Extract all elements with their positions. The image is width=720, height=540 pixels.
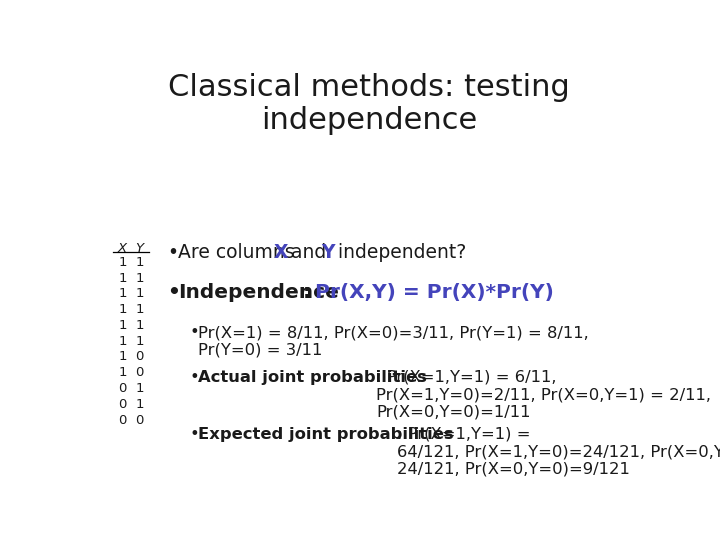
Text: 0: 0 xyxy=(135,350,144,363)
Text: 0: 0 xyxy=(118,414,127,427)
Text: Classical methods: testing
independence: Classical methods: testing independence xyxy=(168,72,570,135)
Text: 1: 1 xyxy=(118,256,127,269)
Text: •: • xyxy=(189,370,199,384)
Text: 0: 0 xyxy=(118,382,127,395)
Text: 1: 1 xyxy=(118,335,127,348)
Text: •: • xyxy=(189,325,199,340)
Text: :: : xyxy=(303,284,318,302)
Text: Actual joint probabilities: Actual joint probabilities xyxy=(199,370,428,384)
Text: 1: 1 xyxy=(135,319,144,332)
Text: •: • xyxy=(168,284,181,302)
Text: 1: 1 xyxy=(118,350,127,363)
Text: •: • xyxy=(168,244,179,262)
Text: 1: 1 xyxy=(135,335,144,348)
Text: •: • xyxy=(189,427,199,442)
Text: X: X xyxy=(274,244,288,262)
Text: Are columns: Are columns xyxy=(179,244,301,262)
Text: Y: Y xyxy=(321,244,335,262)
Text: 1: 1 xyxy=(118,287,127,300)
Text: 1: 1 xyxy=(135,272,144,285)
Text: : Pr(X=1,Y=1) = 6/11,
Pr(X=1,Y=0)=2/11, Pr(X=0,Y=1) = 2/11,
Pr(X=0,Y=0)=1/11: : Pr(X=1,Y=1) = 6/11, Pr(X=1,Y=0)=2/11, … xyxy=(376,370,711,420)
Text: 1: 1 xyxy=(135,382,144,395)
Text: Pr(X,Y) = Pr(X)*Pr(Y): Pr(X,Y) = Pr(X)*Pr(Y) xyxy=(315,284,554,302)
Text: Y: Y xyxy=(135,242,144,255)
Text: 1: 1 xyxy=(135,303,144,316)
Text: 1: 1 xyxy=(118,303,127,316)
Text: Pr(X=1) = 8/11, Pr(X=0)=3/11, Pr(Y=1) = 8/11,
Pr(Y=0) = 3/11: Pr(X=1) = 8/11, Pr(X=0)=3/11, Pr(Y=1) = … xyxy=(199,325,589,357)
Text: 0: 0 xyxy=(135,414,144,427)
Text: 1: 1 xyxy=(135,256,144,269)
Text: 1: 1 xyxy=(118,366,127,379)
Text: 1: 1 xyxy=(135,398,144,411)
Text: X: X xyxy=(118,242,127,255)
Text: 1: 1 xyxy=(118,272,127,285)
Text: Expected joint probabilities: Expected joint probabilities xyxy=(199,427,454,442)
Text: independent?: independent? xyxy=(332,244,466,262)
Text: 0: 0 xyxy=(135,366,144,379)
Text: 0: 0 xyxy=(118,398,127,411)
Text: Independence: Independence xyxy=(179,284,339,302)
Text: 1: 1 xyxy=(118,319,127,332)
Text: : Pr(X=1,Y=1) =
64/121, Pr(X=1,Y=0)=24/121, Pr(X=0,Y=1) =
24/121, Pr(X=0,Y=0)=9/: : Pr(X=1,Y=1) = 64/121, Pr(X=1,Y=0)=24/1… xyxy=(397,427,720,476)
Text: and: and xyxy=(284,244,332,262)
Text: 1: 1 xyxy=(135,287,144,300)
